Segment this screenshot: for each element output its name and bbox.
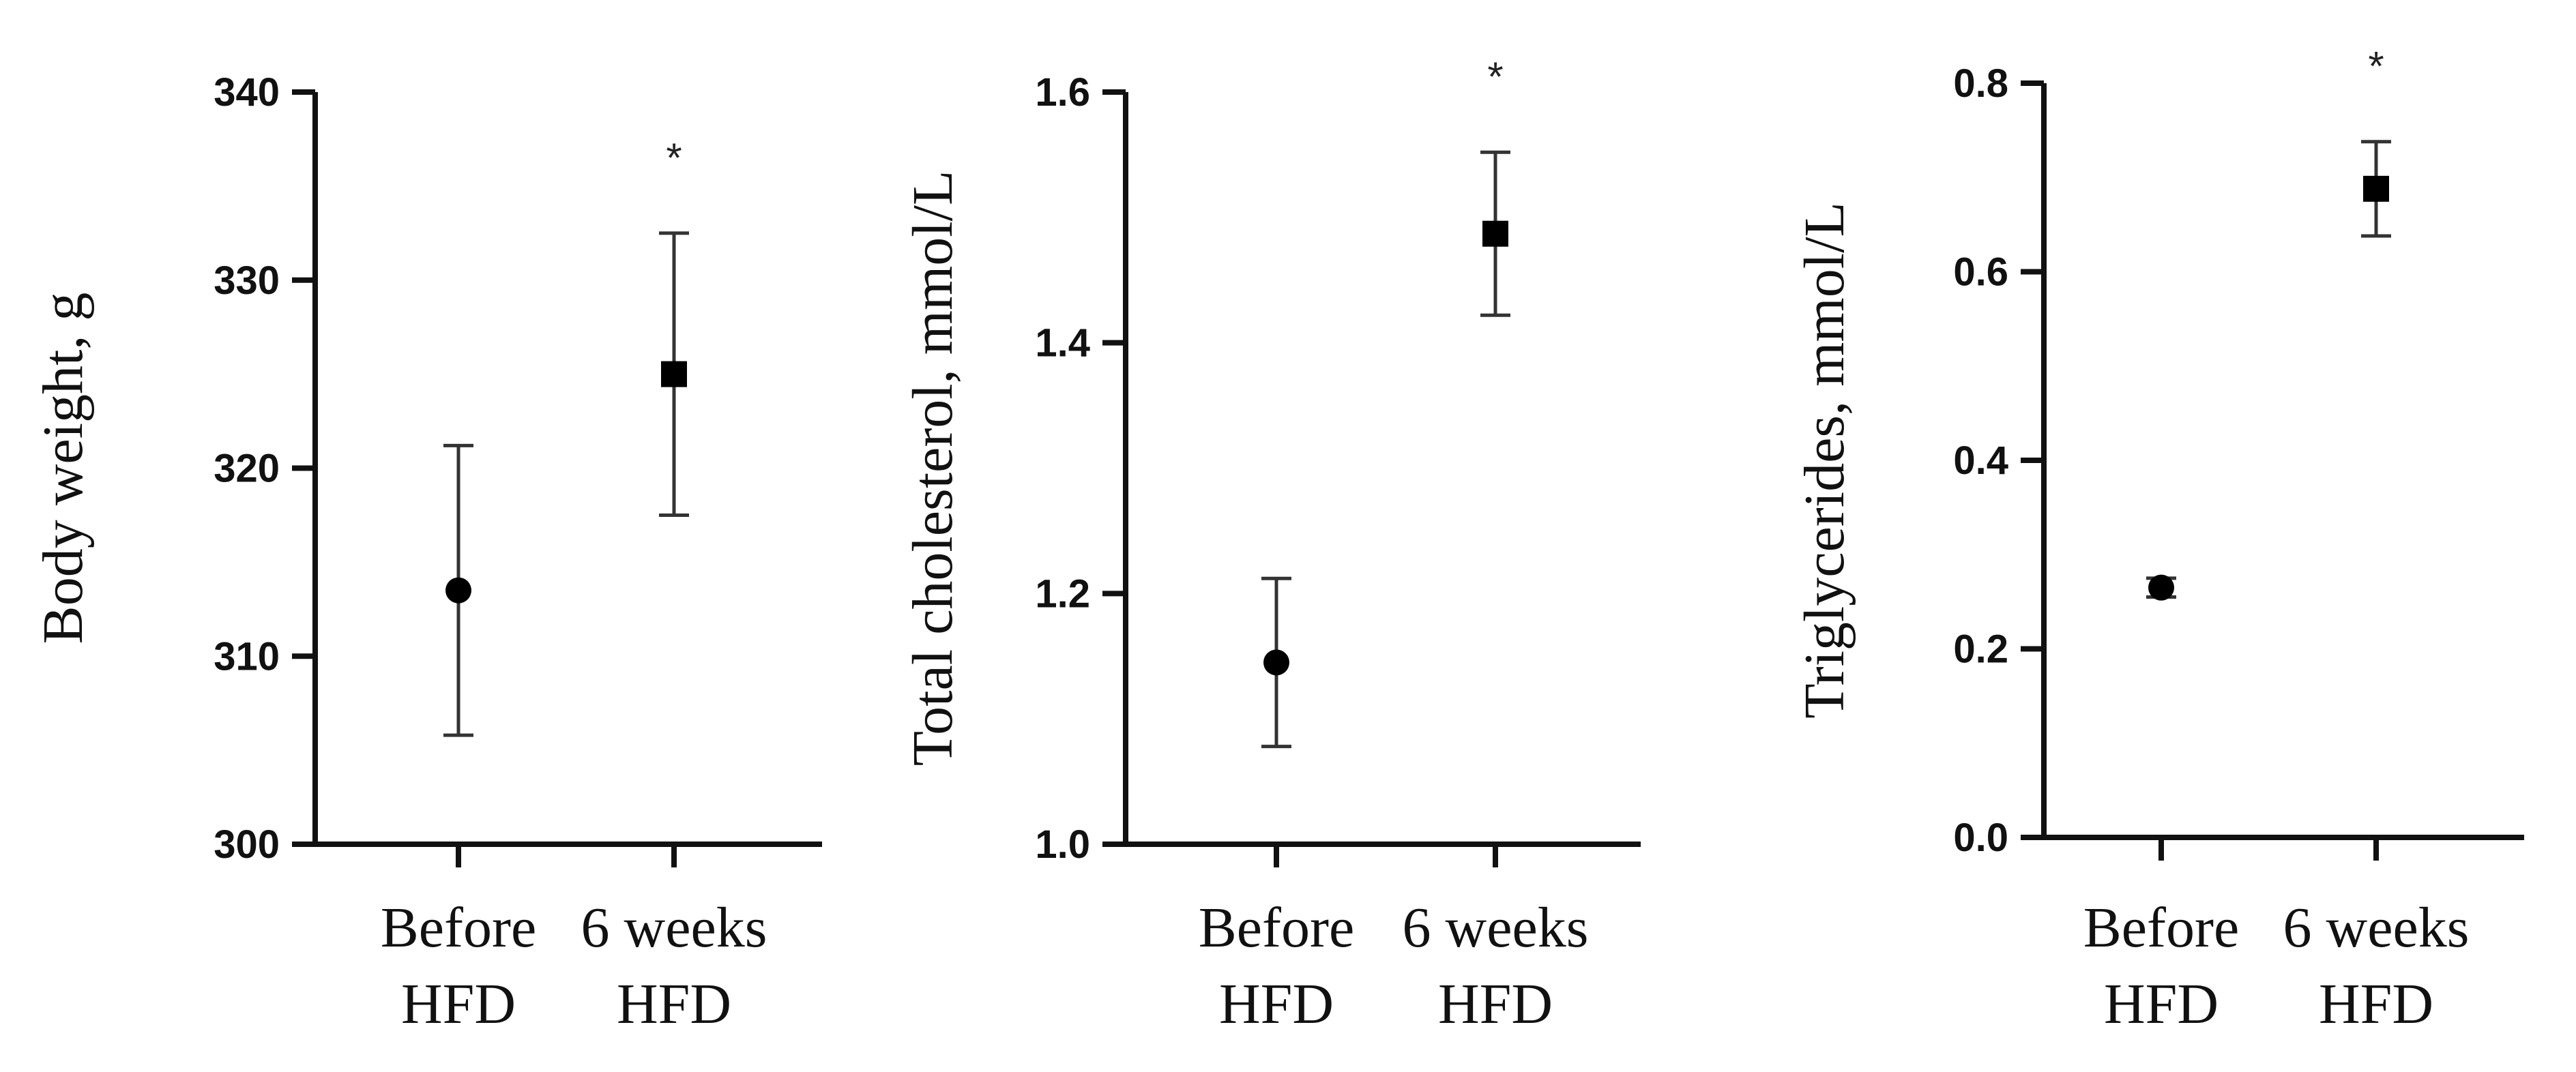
y-tick-label: 0.0 bbox=[1953, 816, 2008, 860]
y-tick-label: 330 bbox=[214, 258, 280, 303]
x-category-label: HFD bbox=[1438, 972, 1553, 1036]
y-axis-label: Total cholesterol, mmol/L bbox=[901, 170, 965, 766]
x-category-label: Before bbox=[2083, 896, 2240, 959]
x-category-label: 6 weeks bbox=[2283, 896, 2470, 959]
y-tick-label: 1.2 bbox=[1035, 571, 1090, 616]
data-point-circle bbox=[2148, 574, 2174, 601]
y-tick-label: 1.6 bbox=[1035, 70, 1090, 115]
x-category-label: 6 weeks bbox=[1403, 896, 1589, 959]
x-category-label: HFD bbox=[2104, 972, 2219, 1036]
x-category-label: HFD bbox=[401, 972, 516, 1036]
y-tick-label: 0.2 bbox=[1953, 627, 2008, 672]
data-point-square bbox=[2363, 175, 2389, 202]
data-point-circle bbox=[1263, 649, 1289, 676]
x-category-label: 6 weeks bbox=[581, 896, 767, 959]
y-tick-label: 1.0 bbox=[1035, 822, 1090, 867]
y-tick-label: 0.4 bbox=[1953, 438, 2008, 483]
y-tick-label: 340 bbox=[214, 70, 280, 115]
y-tick-label: 0.6 bbox=[1953, 250, 2008, 295]
data-point-square bbox=[1482, 220, 1508, 247]
data-point-circle bbox=[445, 577, 471, 604]
x-category-label: HFD bbox=[617, 972, 731, 1036]
significance-marker: * bbox=[666, 135, 682, 181]
x-category-label: HFD bbox=[2319, 972, 2433, 1036]
y-tick-label: 320 bbox=[214, 447, 280, 491]
chart-panel-1: 300 310 320 330 340 Before HFD 6 weeks HFD Body w… bbox=[31, 70, 822, 1036]
x-category-label: Before bbox=[381, 896, 537, 959]
data-point-square bbox=[661, 361, 687, 387]
y-tick-label: 1.4 bbox=[1035, 321, 1090, 366]
chart-panel-2: 1.0 1.2 1.4 1.6 Before HFD 6 weeks HFD Total cho… bbox=[901, 54, 1641, 1036]
y-axis-label: Triglycerides, mmol/L bbox=[1793, 202, 1856, 719]
x-category-label: HFD bbox=[1219, 972, 1334, 1036]
significance-marker: * bbox=[2368, 44, 2384, 89]
y-tick-label: 310 bbox=[214, 634, 280, 679]
significance-marker: * bbox=[1487, 54, 1503, 100]
x-category-label: Before bbox=[1199, 896, 1355, 959]
chart-panel-3: 0.0 0.2 0.4 0.6 0.8 Before HFD 6 weeks HFD Trigly… bbox=[1793, 44, 2524, 1036]
y-tick-label: 300 bbox=[214, 822, 280, 867]
y-tick-label: 0.8 bbox=[1953, 61, 2008, 106]
y-axis-label: Body weight, g bbox=[31, 293, 95, 644]
